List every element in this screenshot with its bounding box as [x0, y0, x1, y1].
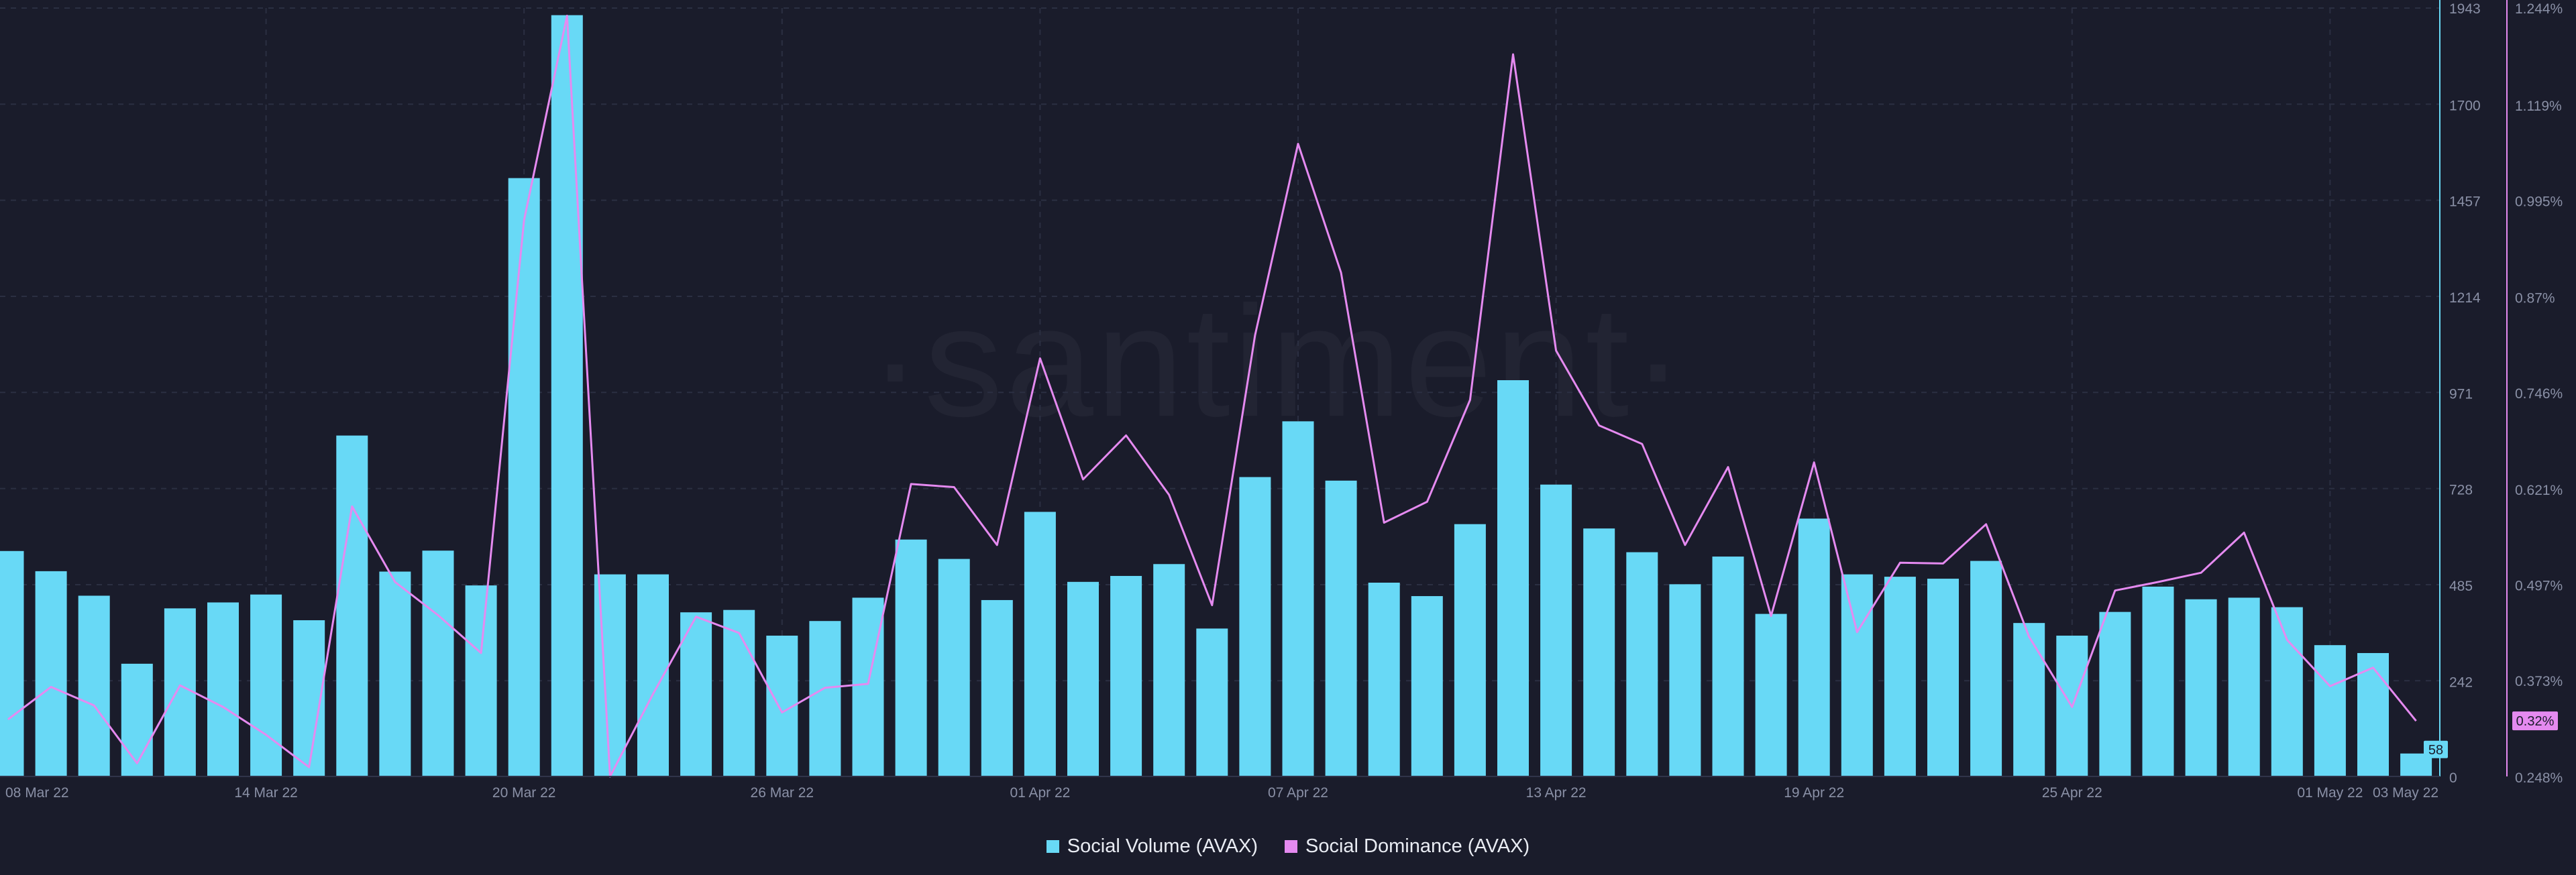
y-tick-label-dominance: 0.248%	[2515, 770, 2563, 786]
x-tick-label: 07 Apr 22	[1268, 785, 1328, 801]
x-tick-label: 20 Mar 22	[492, 785, 556, 801]
last-value-text-volume: 58	[2428, 743, 2443, 758]
y-tick-label-volume: 1457	[2449, 194, 2481, 210]
last-value-text-dominance: 0.32%	[2516, 714, 2555, 729]
bar-social-volume	[1411, 596, 1443, 776]
bar-social-volume	[551, 15, 583, 776]
x-tick-label: 26 Mar 22	[751, 785, 814, 801]
bar-social-volume	[508, 178, 540, 776]
x-tick-label: 14 Mar 22	[234, 785, 298, 801]
bar-social-volume	[852, 597, 884, 776]
y-tick-label-volume: 0	[2449, 770, 2457, 786]
bar-social-volume	[164, 608, 196, 776]
bar-social-volume	[1798, 518, 1830, 776]
bar-social-volume	[2142, 586, 2174, 776]
y-tick-label-dominance: 0.497%	[2515, 579, 2563, 594]
bar-social-volume	[1110, 575, 1142, 776]
y-tick-label-volume: 1943	[2449, 1, 2481, 17]
bar-social-volume	[121, 663, 153, 776]
legend-swatch-volume	[1046, 840, 1059, 853]
bar-social-volume	[1497, 380, 1529, 776]
bar-social-volume	[723, 609, 755, 776]
bar-social-volume	[680, 612, 712, 776]
bar-social-volume	[1368, 582, 1400, 776]
legend-item-volume[interactable]: Social Volume (AVAX)	[1046, 835, 1258, 858]
y-tick-label-volume: 1214	[2449, 290, 2481, 306]
last-value-badge-dominance	[2512, 711, 2558, 731]
bar-social-volume	[1626, 552, 1658, 776]
bar-social-volume	[422, 550, 454, 776]
bar-social-volume	[2271, 607, 2303, 776]
bar-social-volume	[1841, 574, 1873, 776]
bar-social-volume	[1755, 614, 1787, 776]
bar-social-volume	[1153, 564, 1185, 776]
bar-social-volume	[379, 571, 411, 776]
axis-layer: 0 242 485 728 971 1214 1457 1700 1943 0.248% 0.373…	[0, 0, 2563, 801]
bar-social-volume	[1712, 557, 1744, 776]
bars-layer	[0, 15, 2432, 776]
bar-social-volume	[2228, 597, 2260, 776]
bar-social-volume	[809, 621, 841, 776]
last-value-badge-volume	[2424, 740, 2448, 758]
bar-social-volume	[0, 550, 24, 776]
legend-swatch-dominance	[1285, 840, 1298, 853]
bar-social-volume	[2099, 611, 2131, 776]
bar-social-volume	[1540, 484, 1572, 776]
bar-social-volume	[1884, 577, 1916, 776]
y-tick-label-volume: 242	[2449, 675, 2473, 690]
bar-social-volume	[938, 559, 970, 776]
y-tick-label-volume: 485	[2449, 579, 2473, 594]
bar-social-volume	[1669, 584, 1701, 776]
x-tick-label: 03 May 22	[2373, 785, 2438, 801]
bar-social-volume	[1282, 421, 1314, 776]
x-tick-label: 19 Apr 22	[1784, 785, 1844, 801]
y-tick-label-volume: 728	[2449, 483, 2473, 498]
x-tick-label: 25 Apr 22	[2042, 785, 2102, 801]
bar-social-volume	[1927, 579, 1959, 776]
legend-item-dominance[interactable]: Social Dominance (AVAX)	[1285, 835, 1529, 858]
bar-social-volume	[981, 599, 1013, 776]
bar-social-volume	[250, 594, 282, 776]
bar-social-volume	[1970, 561, 2002, 776]
x-tick-label: 01 May 22	[2297, 785, 2363, 801]
bar-social-volume	[1325, 480, 1357, 776]
line-social-dominance	[7, 15, 2417, 778]
bar-social-volume	[1024, 512, 1056, 776]
y-tick-label-dominance: 0.621%	[2515, 483, 2563, 498]
y-tick-label-dominance: 1.244%	[2515, 1, 2563, 17]
bar-social-volume	[78, 595, 110, 776]
bar-social-volume	[2357, 652, 2389, 776]
y-tick-label-volume: 1700	[2449, 98, 2481, 113]
bar-social-volume	[895, 539, 927, 776]
bar-social-volume	[336, 435, 368, 776]
bar-social-volume	[1196, 628, 1228, 776]
x-tick-label: 08 Mar 22	[5, 785, 69, 801]
y-tick-label-dominance: 0.87%	[2515, 290, 2555, 306]
line-layer	[7, 15, 2417, 778]
legend-label-volume: Social Volume (AVAX)	[1067, 835, 1258, 857]
bar-social-volume	[207, 602, 239, 776]
y-tick-label-dominance: 0.373%	[2515, 674, 2563, 689]
legend-label-dominance: Social Dominance (AVAX)	[1305, 835, 1530, 857]
bar-social-volume	[465, 585, 497, 776]
bar-social-volume	[1454, 524, 1486, 776]
bar-social-volume	[1583, 528, 1615, 776]
y-tick-label-volume: 971	[2449, 386, 2473, 402]
bar-social-volume	[2185, 599, 2217, 776]
y-tick-label-dominance: 0.995%	[2515, 194, 2563, 210]
y-tick-label-dominance: 1.119%	[2515, 99, 2562, 114]
bar-social-volume	[594, 574, 626, 776]
x-tick-label: 01 Apr 22	[1010, 785, 1070, 801]
bar-social-volume	[2013, 623, 2045, 776]
x-tick-label: 13 Apr 22	[1526, 785, 1587, 801]
bar-social-volume	[1239, 477, 1271, 776]
bar-social-volume	[1067, 581, 1099, 776]
watermark-text: ·santiment·	[869, 273, 1686, 449]
y-tick-label-dominance: 0.746%	[2515, 386, 2563, 402]
bar-social-volume	[2314, 645, 2346, 776]
bar-social-volume	[35, 571, 67, 776]
